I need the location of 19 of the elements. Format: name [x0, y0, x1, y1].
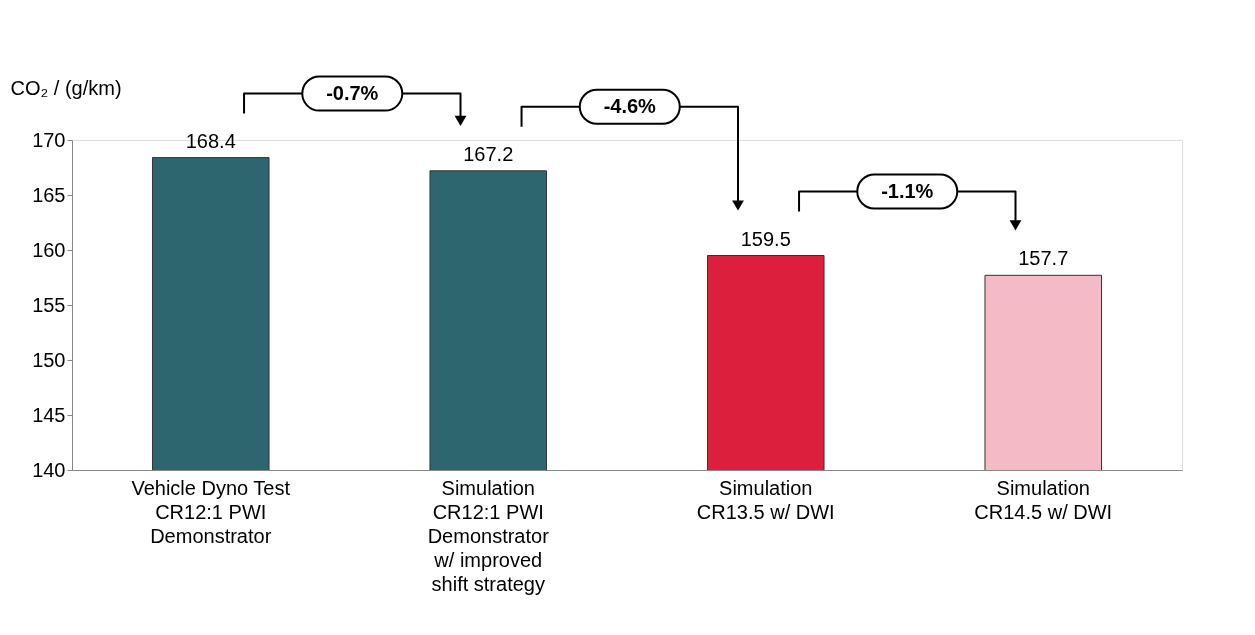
y-tick-label: 160	[32, 238, 66, 261]
text: -4.6%	[603, 94, 657, 117]
y-tick-label: 140	[32, 458, 66, 481]
x-tick-label: Simulation CR12:1 PWI Demonstrator w/ improved shift strategy	[427, 476, 550, 595]
y-axis-title: CO₂ / (g/km)	[10, 76, 122, 99]
y-tick-label: 155	[32, 293, 66, 316]
y-tick-label: 165	[32, 183, 66, 206]
x-tick-label: Simulation CR14.5 w/ DWI	[974, 476, 1113, 523]
annotation: -1.1%	[881, 179, 934, 202]
data-label: 168.4	[185, 129, 236, 152]
data-label: 159.5	[740, 227, 791, 250]
data-label: 167.2	[463, 142, 514, 165]
x-tick-label: Vehicle Dyno Test CR12:1 PWI Demonstrator	[131, 476, 291, 547]
data-label: 157.7	[1018, 247, 1069, 270]
x-tick-label: Simulation CR13.5 w/ DWI	[696, 476, 835, 523]
text: -0.7%	[326, 81, 379, 104]
y-tick-label: 150	[32, 348, 66, 371]
y-tick-label: 170	[32, 128, 66, 151]
y-tick-label: 145	[32, 403, 66, 426]
